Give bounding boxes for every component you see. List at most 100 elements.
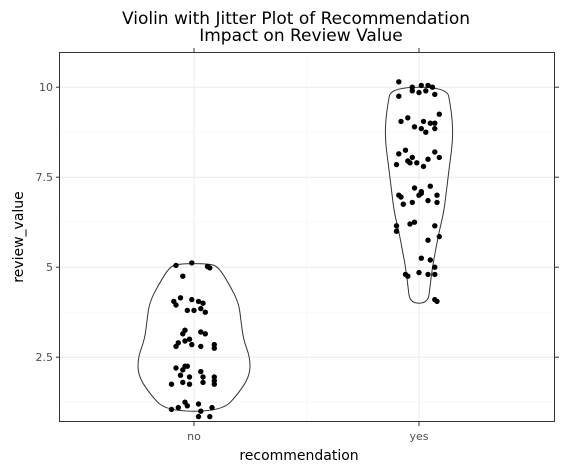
point-yes-97 xyxy=(432,223,437,228)
point-yes-95 xyxy=(394,223,399,228)
point-no-22 xyxy=(189,342,194,347)
point-yes-91 xyxy=(410,200,415,205)
point-yes-105 xyxy=(405,274,410,279)
y-tick-label-0: 2.5 xyxy=(36,351,54,364)
point-yes-55 xyxy=(430,85,435,90)
point-yes-71 xyxy=(403,148,408,153)
point-no-25 xyxy=(212,346,217,351)
point-no-23 xyxy=(198,344,203,349)
point-yes-79 xyxy=(421,164,426,169)
point-no-46 xyxy=(176,405,181,410)
point-yes-89 xyxy=(398,194,403,199)
point-yes-69 xyxy=(432,126,437,131)
point-no-21 xyxy=(173,344,178,349)
point-yes-92 xyxy=(425,198,430,203)
point-yes-51 xyxy=(396,79,401,84)
point-no-40 xyxy=(200,380,205,385)
y-tick-label-3: 10 xyxy=(39,81,53,94)
point-yes-64 xyxy=(421,119,426,124)
point-no-48 xyxy=(198,409,203,414)
point-no-18 xyxy=(180,331,185,336)
point-no-33 xyxy=(187,374,192,379)
point-no-7 xyxy=(189,297,194,302)
point-no-44 xyxy=(196,401,201,406)
x-tick-label-no: no xyxy=(187,430,201,443)
point-no-45 xyxy=(209,405,214,410)
x-axis: no yes xyxy=(187,48,429,443)
point-yes-77 xyxy=(437,155,442,160)
point-yes-70 xyxy=(423,130,428,135)
point-yes-106 xyxy=(416,270,421,275)
point-no-26 xyxy=(182,338,187,343)
point-no-47 xyxy=(169,407,174,412)
point-no-12 xyxy=(185,308,190,313)
point-no-17 xyxy=(203,331,208,336)
point-yes-81 xyxy=(414,160,419,165)
point-yes-68 xyxy=(419,126,424,131)
point-yes-88 xyxy=(434,193,439,198)
point-no-39 xyxy=(187,382,192,387)
point-yes-83 xyxy=(428,184,433,189)
point-yes-74 xyxy=(410,155,415,160)
point-no-50 xyxy=(207,414,212,419)
point-yes-107 xyxy=(425,272,430,277)
point-yes-66 xyxy=(432,121,437,126)
point-yes-93 xyxy=(434,200,439,205)
point-yes-58 xyxy=(423,88,428,93)
point-no-0 xyxy=(173,263,178,268)
point-yes-110 xyxy=(434,299,439,304)
point-no-14 xyxy=(203,310,208,315)
point-no-6 xyxy=(178,295,183,300)
point-yes-76 xyxy=(425,157,430,162)
point-no-3 xyxy=(207,265,212,270)
grid-lines xyxy=(60,52,555,422)
point-yes-56 xyxy=(410,88,415,93)
point-yes-57 xyxy=(416,90,421,95)
y-axis: 2.5 5 7.5 10 xyxy=(36,81,560,364)
point-yes-59 xyxy=(432,92,437,97)
point-yes-90 xyxy=(401,202,406,207)
y-axis-title: review_value xyxy=(11,191,27,283)
point-yes-99 xyxy=(437,234,442,239)
point-yes-78 xyxy=(394,162,399,167)
point-yes-80 xyxy=(405,158,410,163)
point-no-31 xyxy=(182,364,187,369)
point-yes-67 xyxy=(412,124,417,129)
point-no-1 xyxy=(189,260,194,265)
chart-title-line-2: Impact on Review Value xyxy=(199,26,403,46)
point-yes-101 xyxy=(419,256,424,261)
point-yes-103 xyxy=(432,265,437,270)
y-tick-label-1: 5 xyxy=(46,261,53,274)
point-no-43 xyxy=(185,403,190,408)
point-no-34 xyxy=(200,374,205,379)
point-yes-62 xyxy=(405,115,410,120)
y-tick-label-2: 7.5 xyxy=(36,171,54,184)
point-no-49 xyxy=(196,414,201,419)
point-yes-100 xyxy=(425,238,430,243)
point-no-32 xyxy=(178,373,183,378)
point-yes-108 xyxy=(432,272,437,277)
point-yes-72 xyxy=(432,149,437,154)
point-no-4 xyxy=(180,274,185,279)
point-yes-73 xyxy=(396,151,401,156)
point-no-27 xyxy=(173,365,178,370)
point-no-37 xyxy=(169,382,174,387)
point-yes-53 xyxy=(419,83,424,88)
violins xyxy=(138,87,453,411)
plot-panel xyxy=(60,53,555,422)
x-tick-label-yes: yes xyxy=(409,430,428,443)
point-no-41 xyxy=(212,382,217,387)
point-yes-61 xyxy=(437,112,442,117)
x-axis-title: recommendation xyxy=(239,448,358,464)
point-no-9 xyxy=(200,301,205,306)
point-yes-63 xyxy=(398,119,403,124)
point-no-10 xyxy=(198,306,203,311)
point-no-13 xyxy=(173,302,178,307)
point-yes-60 xyxy=(396,94,401,99)
point-no-38 xyxy=(180,380,185,385)
point-no-11 xyxy=(191,308,196,313)
point-yes-102 xyxy=(428,257,433,262)
point-yes-98 xyxy=(394,229,399,234)
